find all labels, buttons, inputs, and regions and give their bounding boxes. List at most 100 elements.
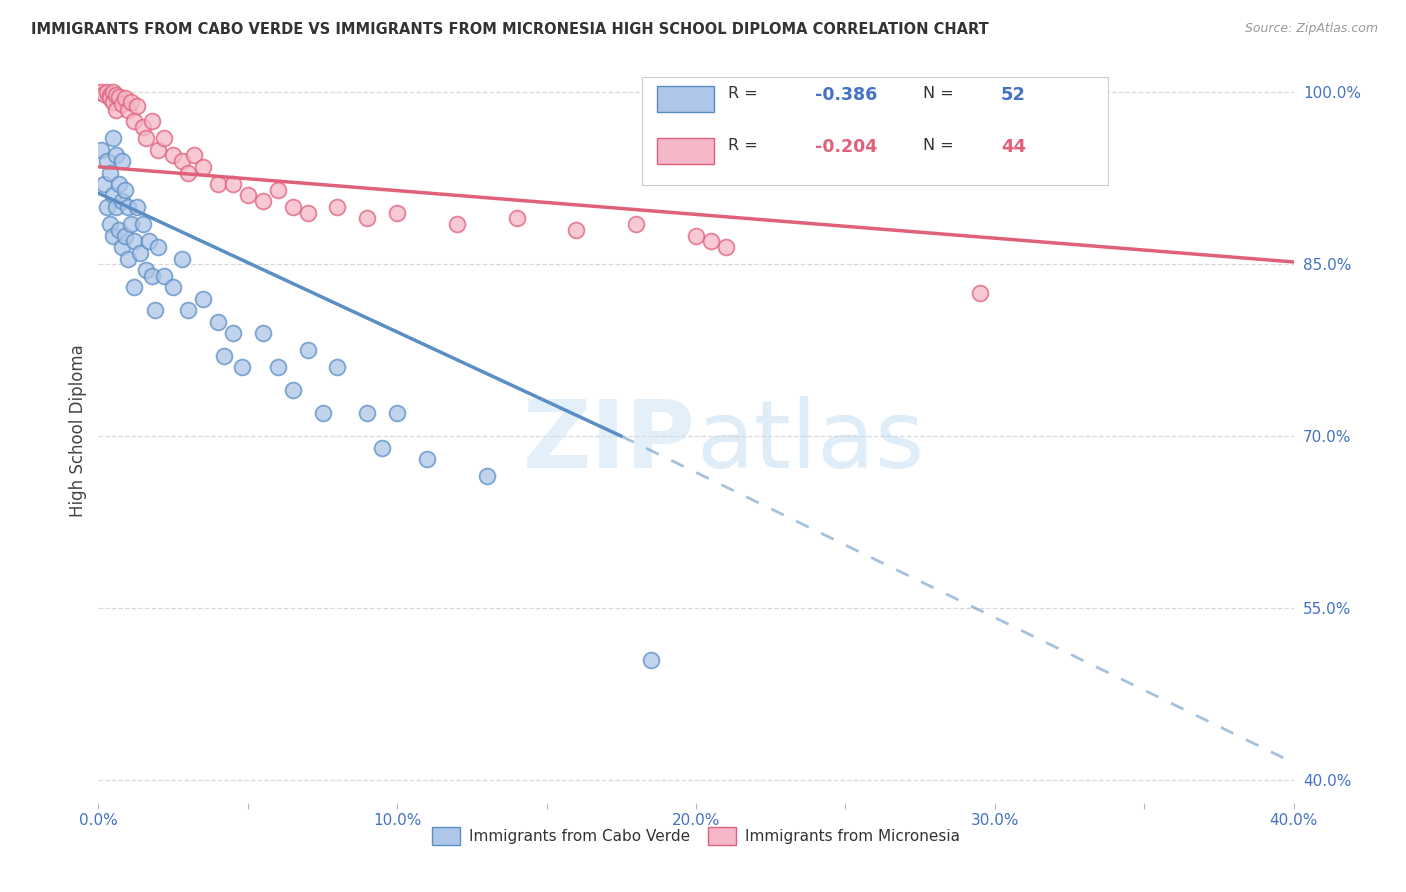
Point — [98, 87, 122, 102]
Point — [135, 263, 157, 277]
Point — [172, 252, 194, 266]
Point — [129, 245, 152, 260]
Point — [124, 280, 146, 294]
Point — [98, 91, 122, 105]
Point — [148, 240, 170, 254]
Text: R =: R = — [728, 137, 758, 153]
Point — [326, 360, 349, 375]
Point — [117, 200, 139, 214]
Point — [252, 194, 274, 209]
Point — [475, 469, 498, 483]
Point — [138, 235, 160, 249]
Point — [385, 205, 409, 219]
Point — [105, 200, 128, 214]
Point — [207, 177, 229, 191]
Point — [96, 86, 118, 100]
Point — [98, 217, 122, 231]
Point — [105, 87, 128, 102]
Point — [141, 114, 163, 128]
Point — [416, 452, 439, 467]
Y-axis label: High School Diploma: High School Diploma — [69, 344, 87, 516]
Point — [114, 183, 136, 197]
Point — [162, 280, 184, 294]
Point — [231, 360, 253, 375]
Point — [127, 99, 149, 113]
Point — [212, 349, 235, 363]
Point — [281, 200, 304, 214]
Point — [153, 131, 176, 145]
Point — [90, 86, 112, 100]
Text: IMMIGRANTS FROM CABO VERDE VS IMMIGRANTS FROM MICRONESIA HIGH SCHOOL DIPLOMA COR: IMMIGRANTS FROM CABO VERDE VS IMMIGRANTS… — [31, 22, 988, 37]
Point — [103, 131, 125, 145]
Point — [117, 103, 139, 117]
Point — [252, 326, 274, 340]
Point — [162, 148, 184, 162]
Point — [96, 154, 118, 169]
Point — [640, 652, 662, 666]
Text: -0.204: -0.204 — [815, 137, 877, 156]
Point — [135, 131, 157, 145]
Point — [120, 95, 142, 109]
Text: 52: 52 — [1001, 86, 1026, 103]
Point — [108, 90, 131, 104]
Point — [700, 235, 723, 249]
Text: N =: N = — [922, 137, 953, 153]
Point — [132, 217, 155, 231]
Point — [143, 303, 166, 318]
Point — [127, 200, 149, 214]
Point — [108, 177, 131, 191]
Point — [969, 285, 991, 300]
FancyBboxPatch shape — [657, 137, 714, 164]
Point — [714, 240, 737, 254]
Point — [385, 406, 409, 420]
Point — [124, 114, 146, 128]
Point — [506, 211, 529, 226]
Point — [148, 143, 170, 157]
Text: atlas: atlas — [696, 395, 924, 488]
Point — [105, 148, 128, 162]
Text: -0.386: -0.386 — [815, 86, 877, 103]
Point — [93, 177, 115, 191]
Point — [207, 314, 229, 328]
Point — [114, 91, 136, 105]
Legend: Immigrants from Cabo Verde, Immigrants from Micronesia: Immigrants from Cabo Verde, Immigrants f… — [426, 822, 966, 851]
Point — [281, 384, 304, 398]
Point — [183, 148, 205, 162]
Point — [191, 292, 214, 306]
Point — [222, 177, 245, 191]
Text: Source: ZipAtlas.com: Source: ZipAtlas.com — [1244, 22, 1378, 36]
Point — [111, 96, 134, 111]
Point — [114, 228, 136, 243]
Point — [103, 95, 125, 109]
Point — [297, 205, 319, 219]
Point — [626, 217, 648, 231]
Point — [103, 188, 125, 202]
Point — [297, 343, 319, 358]
Point — [172, 154, 194, 169]
Point — [177, 165, 200, 179]
Point — [326, 200, 349, 214]
Point — [356, 211, 378, 226]
Text: 44: 44 — [1001, 137, 1026, 156]
Text: N =: N = — [922, 86, 953, 101]
FancyBboxPatch shape — [657, 86, 714, 112]
Point — [96, 200, 118, 214]
Point — [371, 441, 394, 455]
Point — [356, 406, 378, 420]
Point — [267, 360, 290, 375]
Point — [111, 194, 134, 209]
Point — [108, 223, 131, 237]
Point — [236, 188, 259, 202]
Point — [120, 217, 142, 231]
Point — [177, 303, 200, 318]
Point — [105, 103, 128, 117]
Point — [141, 268, 163, 283]
Point — [124, 235, 146, 249]
Point — [267, 183, 290, 197]
FancyBboxPatch shape — [643, 77, 1108, 185]
Text: R =: R = — [728, 86, 758, 101]
Point — [153, 268, 176, 283]
Point — [103, 86, 125, 100]
Point — [446, 217, 468, 231]
Point — [311, 406, 333, 420]
